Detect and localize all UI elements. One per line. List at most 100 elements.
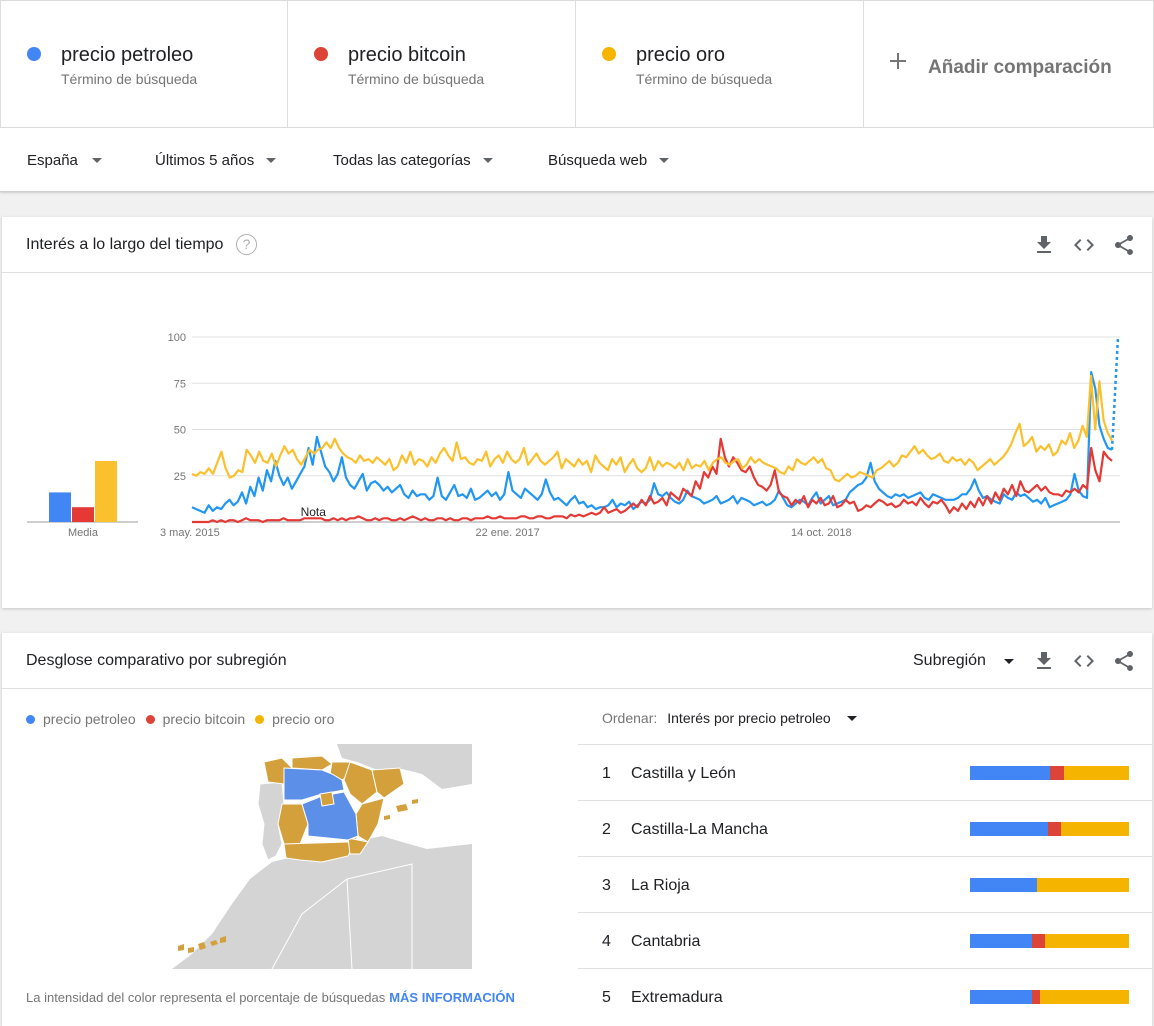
add-comparison-button[interactable]: Añadir comparación [864,0,1154,128]
region-filter[interactable]: España [27,152,102,169]
series-line[interactable] [192,437,1113,524]
caret-down-icon [846,715,857,721]
term-name[interactable]: precio bitcoin [348,44,466,66]
portugal-area [257,781,285,861]
share-segment [1049,766,1064,780]
average-bar[interactable] [72,507,94,522]
caret-down-icon [482,158,493,163]
chart-note[interactable]: Nota [301,505,327,519]
share-segment [1063,766,1129,780]
legend-item-petroleo: precio petroleo [26,711,136,727]
average-bar[interactable] [49,492,71,522]
card-title: Interés a lo largo del tiempo [26,236,224,253]
term-name[interactable]: precio oro [636,44,725,66]
term-color-dot [602,47,616,61]
region-filter-label: España [27,152,78,169]
share-icon[interactable] [1112,649,1136,673]
interest-over-time-card: Interés a lo largo del tiempo ? 100 75 50 2… [2,217,1152,608]
average-label: Media [68,527,99,539]
share-segment [1032,990,1040,1004]
region-cataluna[interactable] [371,767,405,799]
interest-line-chart[interactable]: 100 75 50 25 3 may. 2015 22 ene. 2017 14 oct. … [2,273,1152,573]
ranking-row[interactable]: 5 Extremadura [578,968,1152,1024]
x-tick-label: 22 ene. 2017 [476,527,540,539]
term-name[interactable]: precio petroleo [61,44,194,66]
share-segment [1044,934,1129,948]
comparison-terms-bar: precio petroleo Término de búsqueda prec… [0,0,1154,128]
search-type-filter[interactable]: Búsqueda web [548,152,670,169]
category-filter[interactable]: Todas las categorías [333,152,493,169]
map-note-text: La intensidad del color representa el po… [26,990,386,1005]
map-legend: precio petroleo precio bitcoin precio or… [26,711,344,727]
share-icon[interactable] [1112,233,1136,257]
legend-dot [255,714,265,724]
more-info-link[interactable]: MÁS INFORMACIÓN [389,990,515,1005]
term-card-bitcoin[interactable]: precio bitcoin Término de búsqueda [288,0,576,128]
term-color-dot [27,47,41,61]
region-baleares-mallorca[interactable] [396,804,408,812]
share-segment [970,766,1050,780]
download-icon[interactable] [1032,649,1056,673]
ranking-share-bar [970,934,1129,948]
region-baleares-ibiza[interactable] [384,815,390,820]
sort-selector[interactable]: Ordenar: Interés por precio petroleo [602,710,857,726]
ranking-number: 5 [602,989,611,1006]
region-canarias[interactable] [178,936,226,953]
share-segment [1047,822,1061,836]
region-madrid[interactable] [319,791,335,807]
region-murcia[interactable] [347,837,369,855]
ranking-number: 2 [602,821,611,838]
term-type: Término de búsqueda [61,71,198,87]
share-segment [970,878,1037,892]
country-borders [271,863,413,969]
share-segment [1060,822,1129,836]
term-type: Término de búsqueda [348,71,485,87]
caret-down-icon [266,158,277,163]
card-header: Interés a lo largo del tiempo ? [2,217,1152,273]
region-baleares-menorca[interactable] [412,799,418,804]
legend-dot [26,714,35,724]
ranking-row[interactable]: 2 Castilla-La Mancha [578,800,1152,856]
partial-data-line [1110,336,1120,450]
average-bar[interactable] [95,460,117,522]
ranking-row[interactable]: 4 Cantabria [578,912,1152,968]
subregion-ranking-list: 1 Castilla y León 2 Castilla-La Mancha 3 La R… [578,744,1152,1024]
series-line[interactable] [191,374,1113,483]
term-type: Término de búsqueda [636,71,773,87]
term-card-oro[interactable]: precio oro Término de búsqueda [576,0,864,128]
add-comparison-label: Añadir comparación [928,57,1112,78]
subregion-selector[interactable]: Subregión [913,652,1014,670]
y-tick-label: 25 [174,471,186,483]
spain-region-map[interactable] [172,744,472,969]
y-tick-label: 75 [174,378,186,390]
africa-area [212,848,472,969]
period-filter[interactable]: Últimos 5 años [155,152,277,169]
region-asturias-cantabria[interactable] [291,755,333,771]
x-tick-label: 3 may. 2015 [160,527,220,539]
share-segment [970,822,1048,836]
download-icon[interactable] [1032,233,1056,257]
ranking-region-name: La Rioja [631,877,690,894]
ranking-region-name: Castilla y León [631,765,736,782]
card-header: Desglose comparativo por subregión Subre… [2,633,1152,689]
ranking-row[interactable]: 3 La Rioja [578,856,1152,912]
help-icon[interactable]: ? [236,234,257,255]
legend-label: precio petroleo [43,711,136,727]
ranking-row[interactable]: 1 Castilla y León [578,744,1152,800]
embed-icon[interactable] [1072,649,1096,673]
share-segment [1036,878,1129,892]
legend-label: precio bitcoin [162,711,246,727]
sort-label: Ordenar: [602,710,658,726]
ranking-region-name: Castilla-La Mancha [631,821,768,838]
ranking-region-name: Extremadura [631,989,723,1006]
series-line[interactable] [191,370,1113,514]
ranking-number: 3 [602,877,611,894]
y-tick-label: 50 [174,425,186,437]
subregion-selector-label: Subregión [913,652,986,669]
share-segment [1032,934,1045,948]
legend-dot [145,714,155,724]
ranking-region-name: Cantabria [631,933,701,950]
category-filter-label: Todas las categorías [333,152,471,169]
embed-icon[interactable] [1072,233,1096,257]
term-card-petroleo[interactable]: precio petroleo Término de búsqueda [0,0,288,128]
